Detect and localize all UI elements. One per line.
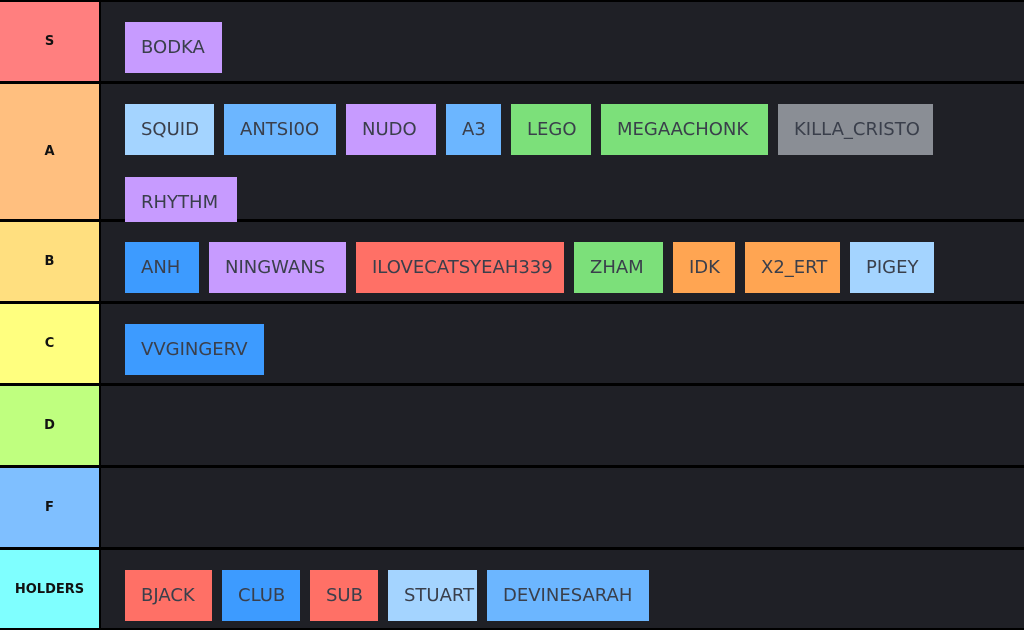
tier-label[interactable]: A bbox=[0, 84, 99, 219]
tier-item-chip[interactable]: X2_ERT bbox=[745, 242, 840, 293]
tier-item-chip[interactable]: VVGINGERV bbox=[125, 324, 264, 375]
tier-item-chip[interactable]: PIGEY bbox=[850, 242, 934, 293]
tier-item-chip[interactable]: NUDO bbox=[346, 104, 436, 155]
tier-item-line: SQUID ANTSI0O NUDO A3 LEGO MEGAACHONK KILLA_CR… bbox=[125, 104, 1024, 155]
tier-dropzone[interactable]: BJACK CLUB SUB STUART DEVINESARAH bbox=[101, 550, 1024, 628]
tier-item-chip[interactable]: ILOVECATSYEAH339 bbox=[356, 242, 564, 293]
tier-row-b: B ANH NINGWANS ILOVECATSYEAH339 ZHAM IDK X2_ER… bbox=[0, 222, 1024, 301]
tier-row-a: A SQUID ANTSI0O NUDO A3 LEGO MEGAACHONK KILLA_C… bbox=[0, 84, 1024, 228]
tier-item-chip[interactable]: RHYTHM bbox=[125, 177, 237, 228]
tier-item-line: RHYTHM bbox=[125, 177, 1024, 228]
tier-dropzone[interactable]: ANH NINGWANS ILOVECATSYEAH339 ZHAM IDK X2_ERT… bbox=[101, 222, 1024, 301]
tier-item-chip[interactable]: KILLA_CRISTO bbox=[778, 104, 933, 155]
tier-item-chip[interactable]: ANTSI0O bbox=[224, 104, 336, 155]
tier-row-f: F bbox=[0, 468, 1024, 547]
tier-item-line: ANH NINGWANS ILOVECATSYEAH339 ZHAM IDK X2_ERT… bbox=[125, 242, 1024, 293]
tier-item-chip[interactable]: STUART bbox=[388, 570, 477, 621]
tier-item-chip[interactable]: LEGO bbox=[511, 104, 591, 155]
tier-label[interactable]: D bbox=[0, 386, 99, 465]
tier-item-chip[interactable]: BJACK bbox=[125, 570, 212, 621]
tier-label[interactable]: B bbox=[0, 222, 99, 301]
tier-item-chip[interactable]: SQUID bbox=[125, 104, 214, 155]
tier-item-chip[interactable]: IDK bbox=[673, 242, 735, 293]
tier-item-chip[interactable]: BODKA bbox=[125, 22, 222, 73]
tier-item-chip[interactable]: A3 bbox=[446, 104, 501, 155]
tier-item-chip[interactable]: MEGAACHONK bbox=[601, 104, 768, 155]
tier-dropzone[interactable]: VVGINGERV bbox=[101, 304, 1024, 383]
tier-label[interactable]: F bbox=[0, 468, 99, 547]
tier-item-line: BODKA bbox=[125, 22, 1024, 73]
tier-item-chip[interactable]: CLUB bbox=[222, 570, 300, 621]
tier-label[interactable]: C bbox=[0, 304, 99, 383]
tier-item-chip[interactable]: DEVINESARAH bbox=[487, 570, 649, 621]
tier-dropzone[interactable] bbox=[101, 386, 1024, 465]
tier-dropzone[interactable]: SQUID ANTSI0O NUDO A3 LEGO MEGAACHONK KILLA_CR… bbox=[101, 84, 1024, 228]
tier-item-chip[interactable]: ANH bbox=[125, 242, 199, 293]
tier-label[interactable]: HOLDERS bbox=[0, 550, 99, 628]
tier-row-d: D bbox=[0, 386, 1024, 465]
tier-dropzone[interactable]: BODKA bbox=[101, 2, 1024, 81]
tier-item-line: VVGINGERV bbox=[125, 324, 1024, 375]
tier-row-holders: HOLDERS BJACK CLUB SUB STUART DEVINESARAH bbox=[0, 550, 1024, 628]
tier-item-line: BJACK CLUB SUB STUART DEVINESARAH bbox=[125, 570, 1024, 621]
tier-dropzone[interactable] bbox=[101, 468, 1024, 547]
tier-row-c: C VVGINGERV bbox=[0, 304, 1024, 383]
tier-item-chip[interactable]: NINGWANS bbox=[209, 242, 346, 293]
tier-item-chip[interactable]: SUB bbox=[310, 570, 378, 621]
tier-row-s: S BODKA bbox=[0, 2, 1024, 81]
tier-label[interactable]: S bbox=[0, 2, 99, 81]
tier-item-chip[interactable]: ZHAM bbox=[574, 242, 663, 293]
